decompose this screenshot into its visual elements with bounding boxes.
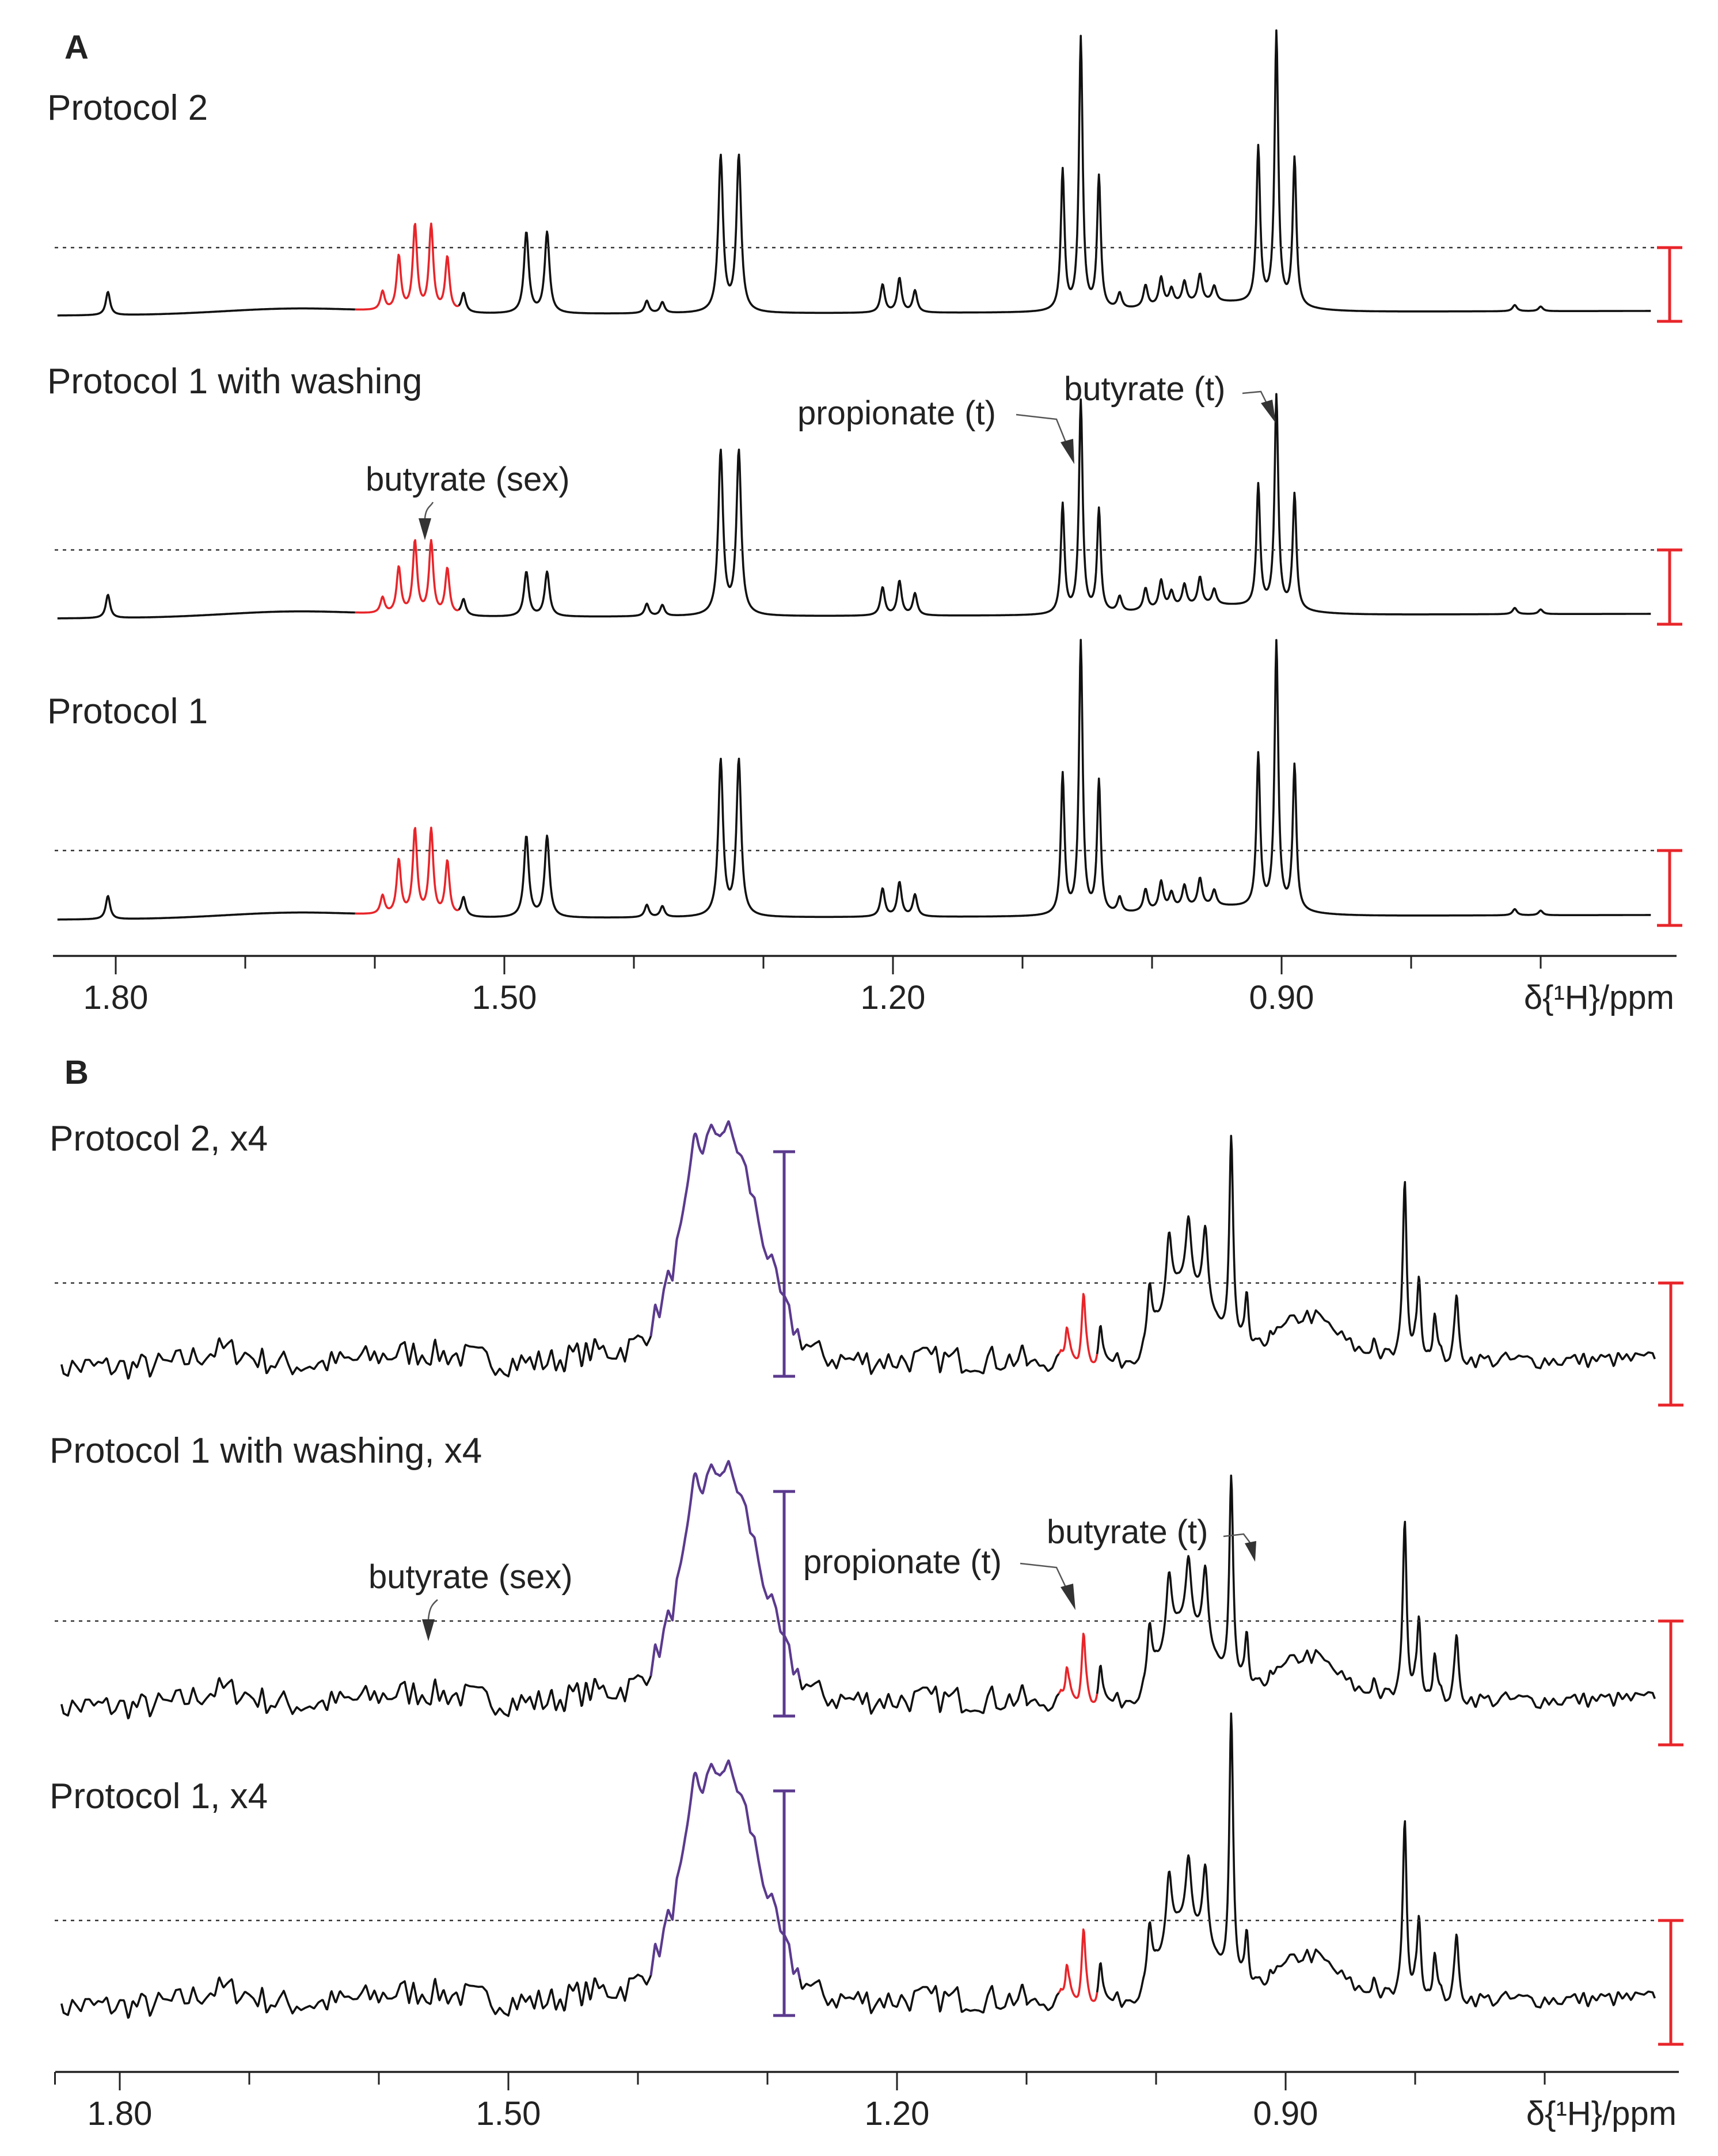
- spectrum-b-2-segment-0: [60, 1759, 1060, 2019]
- annot-arrow-propionate-a: [1016, 413, 1067, 444]
- annot-arrowhead-propionate-a: [1061, 439, 1074, 464]
- panel-b-letter: B: [64, 1054, 89, 1091]
- trace-label-b-1: Protocol 1 with washing, x4: [50, 1431, 482, 1471]
- annot-arrow-butyrate-t-a: [1242, 390, 1268, 404]
- tick-label-a-0: 1.80: [83, 979, 149, 1016]
- spectrum-a-0: [55, 29, 1682, 323]
- annot-butyrate-sex-a: butyrate (sex): [366, 461, 570, 498]
- spectrum-a-1-segment-2: [458, 393, 1651, 618]
- spectrum-a-1: [55, 393, 1682, 626]
- annot-arrow-butyrate-sex-a: [424, 502, 434, 519]
- spectrum-a-2-segment-2: [458, 639, 1651, 918]
- x-axis-a: 1.80 1.50 1.20 0.90 δ{¹H}/ppm: [53, 955, 1677, 1016]
- trace-label-a-0: Protocol 2: [47, 88, 208, 128]
- spectrum-b-2-segment-1: [1058, 1928, 1099, 2002]
- x-ticks-a: [115, 956, 1542, 974]
- x-axis-title-a: δ{¹H}/ppm: [1524, 979, 1674, 1016]
- spectrum-a-0-segment-2: [458, 29, 1651, 314]
- annot-arrow-butyrate-t-b: [1223, 1533, 1251, 1544]
- annot-propionate-a: propionate (t): [797, 394, 996, 432]
- trace-label-b-2: Protocol 1, x4: [50, 1777, 268, 1816]
- spectrum-b-1-segment-0: [60, 1460, 1060, 1720]
- spectrum-a-1-segment-0: [57, 594, 356, 620]
- spectrum-b-0-segment-1: [1058, 1293, 1099, 1364]
- tick-label-a-1: 1.50: [472, 979, 537, 1016]
- annot-arrowhead-butyrate-t-a: [1261, 400, 1276, 423]
- spectrum-b-0-segment-0: [60, 1120, 1060, 1380]
- spectrum-b-1-segment-1: [1058, 1633, 1099, 1703]
- trace-label-b-0: Protocol 2, x4: [50, 1119, 268, 1159]
- spectrum-a-2: [55, 639, 1682, 927]
- annot-butyrate-t-b: butyrate (t): [1047, 1513, 1208, 1551]
- tick-label-b-0: 1.80: [88, 2095, 153, 2132]
- spectrum-b-1-purple-region: [649, 1460, 801, 1680]
- annot-arrowhead-butyrate-sex-b: [422, 1619, 435, 1641]
- spectrum-b-0-segment-2: [1096, 1134, 1656, 1369]
- traces-b: [55, 1120, 1683, 2046]
- spectrum-a-0-segment-0: [57, 291, 356, 317]
- panel-a-letter: A: [64, 29, 89, 66]
- spectrum-b-2-segment-2: [1096, 1712, 1656, 2009]
- annot-butyrate-t-a: butyrate (t): [1064, 370, 1225, 408]
- x-axis-b: 1.80 1.50 1.20 0.90 δ{¹H}/ppm: [54, 2071, 1679, 2132]
- annot-butyrate-sex-b: butyrate (sex): [368, 1558, 573, 1596]
- spectrum-b-1-segment-2: [1096, 1474, 1656, 1709]
- annot-propionate-b: propionate (t): [803, 1543, 1002, 1581]
- spectrum-a-2-segment-0: [57, 895, 356, 921]
- panel-a: A Protocol 2 Protocol 1 with washing Pro…: [47, 29, 1682, 1016]
- annot-arrow-propionate-b: [1020, 1562, 1067, 1589]
- spectrum-b-0: [55, 1120, 1683, 1407]
- spectrum-b-1: [55, 1460, 1683, 1747]
- spectrum-a-0-segment-1: [355, 222, 459, 311]
- tick-label-b-3: 0.90: [1253, 2095, 1318, 2132]
- traces-a: [55, 29, 1682, 927]
- annot-arrow-butyrate-sex-b: [427, 1599, 438, 1620]
- spectrum-b-2: [55, 1712, 1683, 2046]
- trace-label-a-2: Protocol 1: [47, 692, 208, 731]
- spectrum-a-2-segment-1: [355, 826, 459, 915]
- x-ticks-b: [54, 2072, 1546, 2090]
- annot-arrowhead-propionate-b: [1061, 1584, 1075, 1610]
- tick-label-b-2: 1.20: [865, 2095, 930, 2132]
- annot-arrowhead-butyrate-t-b: [1245, 1541, 1256, 1562]
- tick-label-a-3: 0.90: [1249, 979, 1314, 1016]
- panel-b: B Protocol 2, x4 Protocol 1 with washing…: [50, 1054, 1683, 2132]
- spectrum-a-1-segment-1: [355, 539, 459, 614]
- x-axis-title-b: δ{¹H}/ppm: [1526, 2095, 1677, 2132]
- annot-arrowhead-butyrate-sex-a: [419, 518, 431, 540]
- trace-label-a-1: Protocol 1 with washing: [47, 362, 422, 401]
- spectrum-b-2-purple-region: [649, 1759, 801, 1979]
- tick-label-a-2: 1.20: [861, 979, 926, 1016]
- tick-label-b-1: 1.50: [476, 2095, 541, 2132]
- spectrum-b-0-purple-region: [649, 1120, 801, 1340]
